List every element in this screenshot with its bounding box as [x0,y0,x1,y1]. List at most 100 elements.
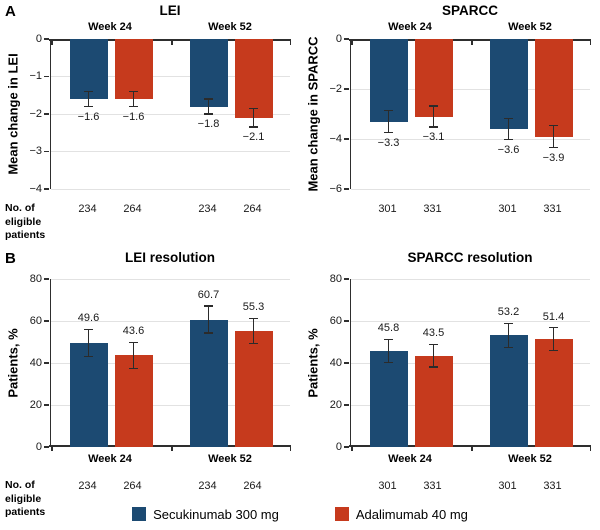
error-bar-cap [504,117,513,120]
error-bar-cap [549,349,558,352]
bar-secukinumab-week52 [189,39,228,107]
week-label: Week 24 [388,21,432,33]
bar-secukinumab-week52 [189,319,228,447]
patients-row-label: No. of eligible patients [5,479,53,520]
week-label: Week 52 [208,21,252,33]
y-axis-label: Mean change in SPARCC [305,36,321,192]
error-bar-cap [129,90,138,93]
error-bar [207,99,210,114]
bar-secukinumab-week24 [69,39,108,99]
gridline [51,151,290,152]
y-tick [344,138,350,140]
x-tick [171,40,173,45]
error-bar [252,318,255,344]
gridline [351,88,590,90]
y-tick [44,150,50,153]
y-tick-label: 20 [29,398,42,411]
y-tick [44,113,50,115]
error-bar [252,108,255,128]
x-tick [471,447,473,451]
error-bar-cap [549,327,558,329]
error-bar [507,323,510,348]
bar-adalimumab-week52 [534,339,573,447]
week-label: Week 52 [508,453,552,465]
error-bar-cap [249,126,258,128]
secukinumab-swatch-icon [132,507,147,521]
patients-row-label-line: eligible [5,215,42,228]
y-tick [344,362,350,364]
eligible-patients-count: 331 [543,203,562,215]
error-bar-cap [204,98,213,100]
y-tick [344,188,350,190]
legend-item-secukinumab: Secukinumab 300 mg [132,507,279,522]
patients-row-label-line: patients [5,506,46,519]
gridline [51,404,290,406]
error-bar [87,329,90,357]
y-tick [344,278,350,280]
bar-adalimumab-week52 [534,39,573,137]
y-tick-label: 0 [35,32,42,45]
patients-row-label-line: No. of [5,479,35,491]
x-tick [351,40,353,45]
eligible-patients-count: 264 [243,203,262,215]
week-label: Week 52 [208,453,252,465]
gridline [351,138,590,140]
error-bar [207,306,210,333]
error-bar [87,91,90,107]
value-label: 45.8 [377,322,400,335]
error-bar-cap [129,341,138,344]
error-bar-cap [549,124,558,126]
bar-secukinumab-week52 [489,39,528,129]
error-bar-cap [129,367,138,370]
x-tick [171,447,173,451]
y-tick-label: 80 [29,272,42,285]
y-tick-label: −2 [29,107,42,120]
bar-adalimumab-week52 [234,39,273,118]
eligible-patients-count: 301 [498,480,517,492]
error-bar [387,339,390,363]
error-bar [552,327,555,351]
error-bar-cap [384,109,393,111]
error-bar-cap [204,305,213,307]
week-label: Week 24 [88,21,132,33]
y-tick-label: 0 [335,32,342,45]
patients-row-label: No. of eligible patients [5,202,53,243]
eligible-patients-count: 234 [198,203,217,215]
y-tick [44,362,50,364]
error-bar-cap [129,105,138,108]
gridline [351,362,590,364]
value-label: −3.3 [377,136,400,149]
gridline [51,113,290,115]
y-tick [44,320,50,322]
error-bar-cap [204,332,213,334]
patients-row-label-line: No. of [5,202,35,214]
value-label: 60.7 [197,289,220,302]
y-tick-label: 60 [29,314,42,327]
bar-adalimumab-week24 [114,355,153,447]
plot-area: 0 20 40 60 80 45.8 53.2 43.5 51.4 [330,273,591,453]
panel-b-label: B [5,250,16,267]
x-tick [589,447,591,451]
legend-label-adalimumab: Adalimumab 40 mg [355,506,468,522]
y-tick-label: 60 [329,314,342,327]
error-bar-cap [429,343,438,345]
eligible-patients-count: 331 [543,480,562,492]
error-bar-cap [504,322,513,324]
value-label: 51.4 [542,310,565,323]
error-bar-cap [504,138,513,141]
x-tick [51,40,53,45]
error-bar [132,342,135,369]
chart-lei-resolution: LEI resolution Patients, % 0 20 40 60 80 49.6 60… [0,243,300,518]
value-label: −1.6 [77,110,100,123]
plot-area: 0 −2 −4 −6 −3.3 −3.6 −3.1 −3.9 [329,33,591,195]
y-tick-label: −6 [329,182,342,195]
error-bar [387,110,390,133]
week-label: Week 52 [508,21,552,33]
error-bar-cap [84,355,93,357]
value-label: −3.9 [542,151,565,164]
gridline [51,362,290,364]
week-label: Week 24 [88,453,132,465]
gridline [351,188,590,190]
bar-secukinumab-week52 [489,335,528,447]
bar-adalimumab-week24 [414,39,453,117]
